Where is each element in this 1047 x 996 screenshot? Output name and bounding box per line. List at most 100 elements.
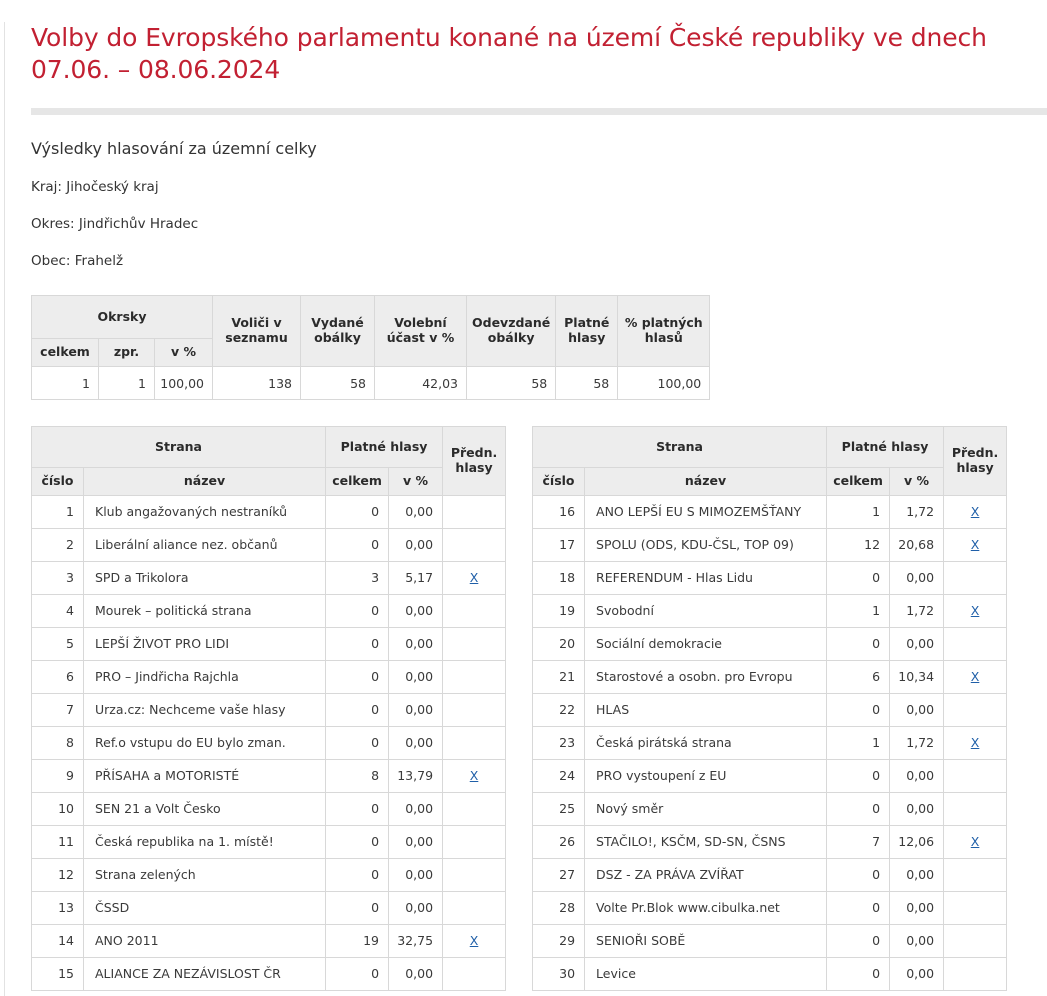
title-divider bbox=[31, 108, 1047, 115]
cell-party-name: Ref.o vstupu do EU bylo zman. bbox=[82, 725, 327, 760]
cell-valid-votes-total: 0 bbox=[325, 791, 390, 826]
cell-party-name: ANO LEPŠÍ EU S MIMOZEMŠŤANY bbox=[584, 494, 828, 529]
preferential-votes-link[interactable]: X bbox=[970, 834, 980, 850]
cell-preferential-votes[interactable]: X bbox=[943, 725, 1008, 760]
header-okrsky: Okrsky bbox=[31, 295, 213, 339]
preferential-votes-link[interactable]: X bbox=[970, 735, 980, 751]
cell-valid-votes-total: 8 bbox=[325, 758, 390, 793]
header-pct-platnych-hlasu: % platných hlasů bbox=[617, 295, 711, 367]
preferential-votes-link[interactable]: X bbox=[469, 570, 479, 586]
preferential-votes-link[interactable]: X bbox=[970, 504, 980, 520]
cell-valid-votes-total: 0 bbox=[826, 560, 891, 595]
header-platne-hlasy: Platné hlasy bbox=[555, 295, 619, 367]
cell-party-name: Strana zelených bbox=[82, 857, 327, 892]
cell-party-number: 27 bbox=[532, 857, 586, 892]
value-volebni-ucast: 42,03 bbox=[374, 366, 467, 400]
cell-party-name: PRO – Jindřicha Rajchla bbox=[82, 659, 327, 694]
cell-preferential-votes[interactable]: X bbox=[943, 593, 1008, 628]
cell-preferential-votes[interactable]: X bbox=[943, 659, 1008, 694]
table-row: 20 Sociální demokracie 0 0,00 bbox=[532, 626, 1008, 661]
table-row: 16 ANO LEPŠÍ EU S MIMOZEMŠŤANY 1 1,72 X bbox=[532, 494, 1008, 529]
preferential-votes-link[interactable]: X bbox=[970, 603, 980, 619]
cell-party-name: Klub angažovaných nestraníků bbox=[82, 494, 327, 529]
cell-preferential-votes bbox=[442, 725, 507, 760]
table-row: 4 Mourek – politická strana 0 0,00 bbox=[31, 593, 507, 628]
cell-preferential-votes[interactable]: X bbox=[943, 494, 1008, 529]
cell-party-name: PRO vystoupení z EU bbox=[584, 758, 828, 793]
cell-valid-votes-total: 0 bbox=[325, 692, 390, 727]
cell-preferential-votes[interactable]: X bbox=[442, 923, 507, 958]
table-row: 21 Starostové a osobn. pro Evropu 6 10,34 X bbox=[532, 659, 1008, 694]
cell-valid-votes-percent: 0,00 bbox=[388, 527, 444, 562]
cell-party-number: 10 bbox=[31, 791, 84, 826]
cell-party-number: 9 bbox=[31, 758, 84, 793]
preferential-votes-link[interactable]: X bbox=[970, 669, 980, 685]
table-row: 10 SEN 21 a Volt Česko 0 0,00 bbox=[31, 791, 507, 826]
cell-valid-votes-total: 7 bbox=[826, 824, 891, 859]
cell-valid-votes-total: 1 bbox=[826, 494, 891, 529]
cell-preferential-votes[interactable]: X bbox=[442, 758, 507, 793]
cell-preferential-votes bbox=[442, 626, 507, 661]
cell-valid-votes-total: 19 bbox=[325, 923, 390, 958]
party-table-right-body: 16 ANO LEPŠÍ EU S MIMOZEMŠŤANY 1 1,72 X 17 SPO… bbox=[532, 494, 1008, 991]
cell-preferential-votes[interactable]: X bbox=[943, 527, 1008, 562]
cell-valid-votes-total: 6 bbox=[826, 659, 891, 694]
cell-valid-votes-percent: 1,72 bbox=[889, 494, 945, 529]
table-row: 5 LEPŠÍ ŽIVOT PRO LIDI 0 0,00 bbox=[31, 626, 507, 661]
cell-party-name: HLAS bbox=[584, 692, 828, 727]
cell-party-name: Liberální aliance nez. občanů bbox=[82, 527, 327, 562]
table-row: 22 HLAS 0 0,00 bbox=[532, 692, 1008, 727]
cell-party-number: 4 bbox=[31, 593, 84, 628]
cell-party-number: 26 bbox=[532, 824, 586, 859]
cell-party-name: SENIOŘI SOBĚ bbox=[584, 923, 828, 958]
cell-preferential-votes bbox=[943, 857, 1008, 892]
preferential-votes-link[interactable]: X bbox=[469, 768, 479, 784]
cell-valid-votes-total: 0 bbox=[325, 857, 390, 892]
cell-preferential-votes[interactable]: X bbox=[943, 824, 1008, 859]
cell-preferential-votes bbox=[943, 890, 1008, 925]
header-strana: Strana bbox=[532, 426, 828, 468]
cell-preferential-votes bbox=[442, 890, 507, 925]
region-kraj: Kraj: Jihočeský kraj bbox=[31, 179, 159, 195]
cell-party-name: Svobodní bbox=[584, 593, 828, 628]
turnout-summary-table: Okrsky Voliči v seznamu Vydané obálky Vo… bbox=[31, 295, 711, 400]
header-okrsky-zpr: zpr. bbox=[98, 338, 155, 367]
table-row: 6 PRO – Jindřicha Rajchla 0 0,00 bbox=[31, 659, 507, 694]
value-odevzdane-obalky: 58 bbox=[465, 366, 557, 400]
cell-preferential-votes bbox=[442, 857, 507, 892]
section-heading: Výsledky hlasování za územní celky bbox=[31, 139, 317, 158]
cell-party-name: PŘÍSAHA a MOTORISTÉ bbox=[82, 758, 327, 793]
cell-party-number: 13 bbox=[31, 890, 84, 925]
cell-party-number: 7 bbox=[31, 692, 84, 727]
table-row: 17 SPOLU (ODS, KDU-ČSL, TOP 09) 12 20,68 X bbox=[532, 527, 1008, 562]
table-row: 13 ČSSD 0 0,00 bbox=[31, 890, 507, 925]
cell-party-name: SPOLU (ODS, KDU-ČSL, TOP 09) bbox=[584, 527, 828, 562]
cell-valid-votes-percent: 5,17 bbox=[388, 560, 444, 595]
cell-preferential-votes bbox=[442, 791, 507, 826]
header-okrsky-v-proc: v % bbox=[154, 338, 213, 367]
cell-party-number: 14 bbox=[31, 923, 84, 958]
table-row: 26 STAČILO!, KSČM, SD-SN, ČSNS 7 12,06 X bbox=[532, 824, 1008, 859]
party-header-group-row: Strana Platné hlasy Předn. hlasy bbox=[30, 426, 507, 496]
table-row: 3 SPD a Trikolora 3 5,17 X bbox=[31, 560, 507, 595]
cell-preferential-votes bbox=[943, 791, 1008, 826]
header-volici-v-seznamu: Voliči v seznamu bbox=[212, 295, 301, 367]
cell-valid-votes-percent: 0,00 bbox=[388, 824, 444, 859]
cell-preferential-votes[interactable]: X bbox=[442, 560, 507, 595]
cell-valid-votes-percent: 0,00 bbox=[889, 890, 945, 925]
value-volici-v-seznamu: 138 bbox=[212, 366, 301, 400]
table-row: 18 REFERENDUM - Hlas Lidu 0 0,00 bbox=[532, 560, 1008, 595]
party-header-group-row: Strana Platné hlasy Předn. hlasy bbox=[532, 426, 1008, 496]
preferential-votes-link[interactable]: X bbox=[469, 933, 479, 949]
header-platne-hlasy-group: Platné hlasy bbox=[325, 426, 444, 468]
cell-valid-votes-percent: 0,00 bbox=[889, 923, 945, 958]
cell-valid-votes-total: 0 bbox=[826, 692, 891, 727]
cell-party-name: Česká pirátská strana bbox=[584, 725, 828, 760]
header-cislo: číslo bbox=[532, 467, 586, 496]
table-row: 9 PŘÍSAHA a MOTORISTÉ 8 13,79 X bbox=[31, 758, 507, 793]
cell-valid-votes-total: 0 bbox=[826, 758, 891, 793]
cell-party-name: REFERENDUM - Hlas Lidu bbox=[584, 560, 828, 595]
cell-party-name: Nový směr bbox=[584, 791, 828, 826]
preferential-votes-link[interactable]: X bbox=[970, 537, 980, 553]
header-volebni-ucast: Volební účast v % bbox=[374, 295, 467, 367]
